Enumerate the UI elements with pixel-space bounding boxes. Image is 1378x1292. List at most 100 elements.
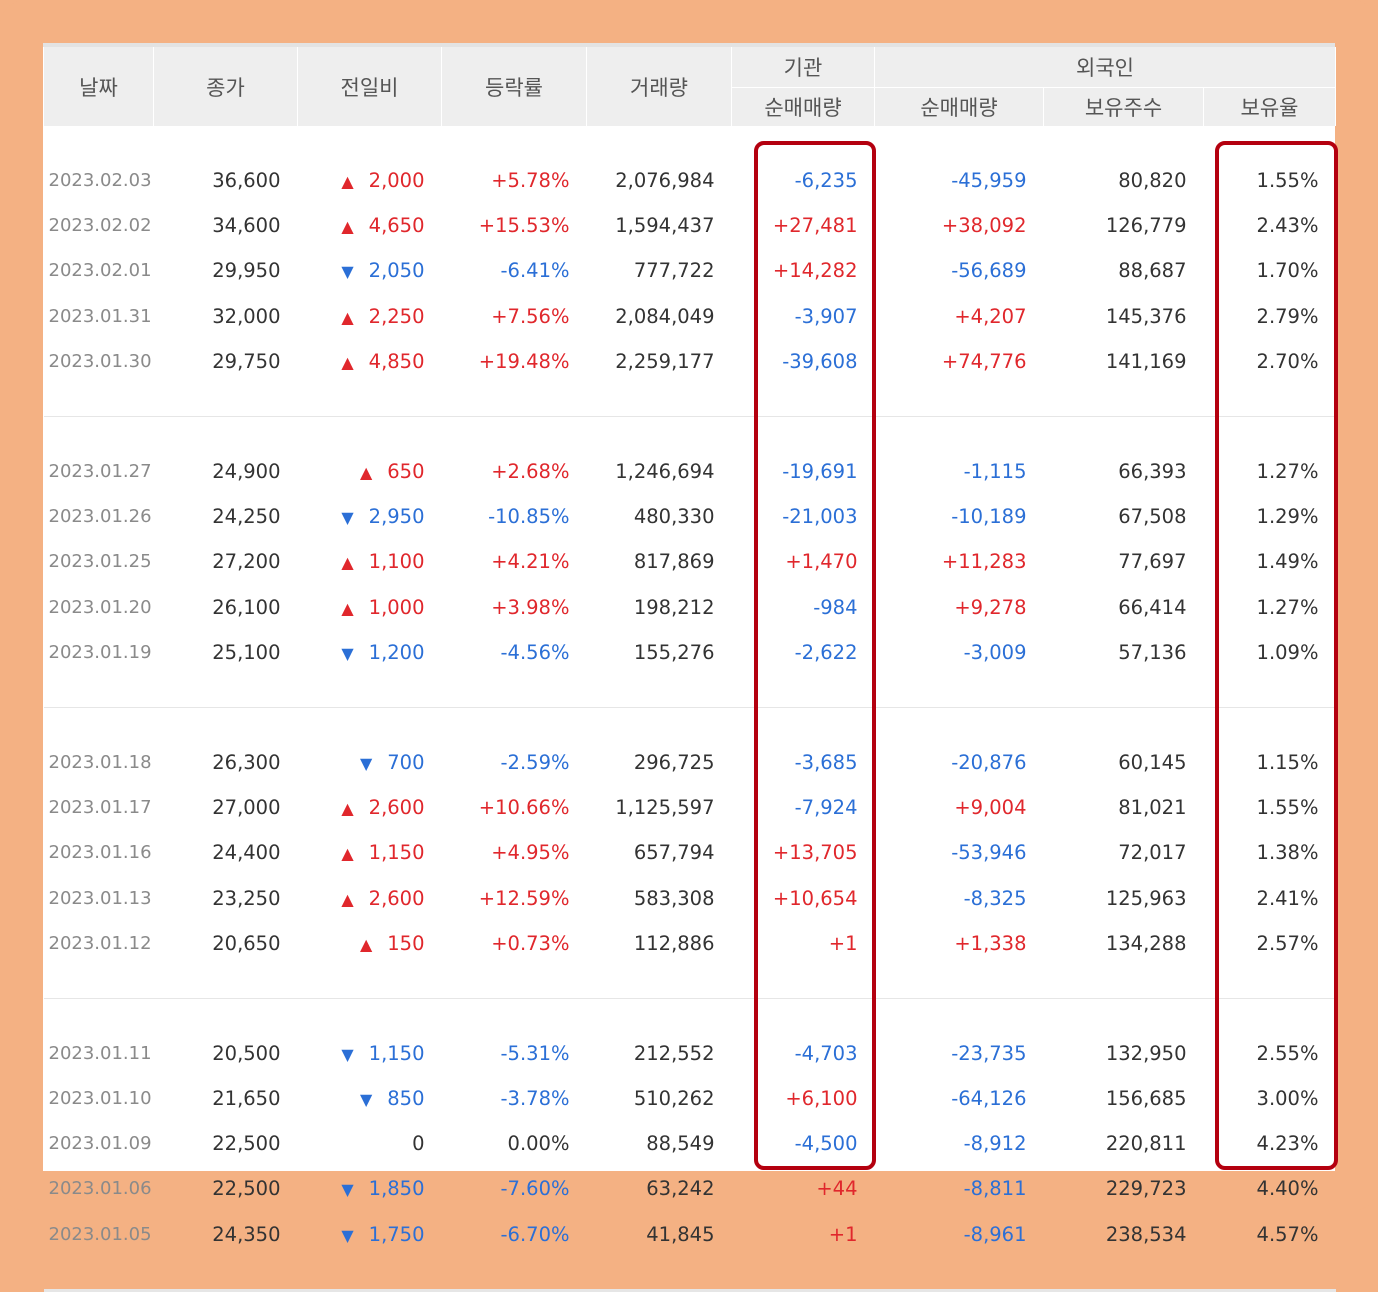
table-row: 2023.01.25 27,200 ▲ 1,100 +4.21% 817,869 +1,47… — [44, 539, 1336, 584]
date-cell: 2023.01.05 — [48, 1223, 152, 1245]
table-row: 2023.02.03 36,600 ▲ 2,000 +5.78% 2,076,984 -6,… — [44, 158, 1336, 203]
down-arrow-icon: ▼ — [341, 1180, 354, 1200]
foreign-net-cell: -8,961 — [963, 1222, 1027, 1246]
table-row: 2023.01.16 24,400 ▲ 1,150 +4.95% 657,794 +13,7… — [44, 830, 1336, 875]
down-arrow-icon: ▼ — [341, 1044, 354, 1064]
foreign-ratio-cell: 2.79% — [1256, 304, 1319, 328]
close-cell: 32,000 — [212, 304, 281, 328]
foreign-net-cell: -53,946 — [951, 841, 1027, 865]
table-row: 2023.01.12 20,650 ▲ 150 +0.73% 112,886 +1 +1,33… — [44, 921, 1336, 966]
date-cell: 2023.01.12 — [48, 932, 152, 954]
foreign-net-cell: +38,092 — [941, 214, 1027, 238]
header-change: 전일비 — [297, 47, 442, 126]
date-cell: 2023.01.16 — [48, 842, 152, 864]
close-cell: 24,350 — [212, 1222, 281, 1246]
rate-cell: -3.78% — [500, 1087, 570, 1111]
volume-cell: 296,725 — [633, 750, 715, 774]
foreign-holdings-cell: 145,376 — [1105, 304, 1187, 328]
volume-cell: 657,794 — [633, 841, 715, 865]
group-divider — [43, 415, 1336, 417]
foreign-ratio-highlight — [1215, 141, 1338, 1170]
foreign-ratio-cell: 2.57% — [1256, 931, 1319, 955]
group-spacer — [44, 1257, 1336, 1289]
close-cell: 20,650 — [212, 931, 281, 955]
change-cell: ▲ 2,250 — [298, 294, 442, 339]
down-arrow-icon: ▼ — [359, 753, 373, 773]
group-divider — [43, 997, 1336, 999]
table-row: 2023.01.13 23,250 ▲ 2,600 +12.59% 583,308 +10,… — [44, 875, 1336, 920]
volume-cell: 88,549 — [646, 1132, 715, 1156]
change-cell: ▼ 2,050 — [298, 248, 442, 293]
change-cell: ▲ 650 — [298, 449, 442, 494]
up-arrow-icon: ▲ — [341, 553, 354, 573]
close-cell: 21,650 — [212, 1087, 281, 1111]
change-cell: ▲ 2,600 — [298, 785, 442, 830]
close-cell: 25,100 — [212, 640, 281, 664]
table-row: 2023.02.01 29,950 ▼ 2,050 -6.41% 777,722 +14,2… — [44, 248, 1336, 293]
volume-cell: 41,845 — [646, 1222, 715, 1246]
volume-cell: 2,259,177 — [615, 349, 715, 373]
date-cell: 2023.01.09 — [48, 1133, 152, 1155]
date-cell: 2023.02.01 — [48, 260, 152, 282]
date-cell: 2023.02.02 — [48, 215, 152, 237]
foreign-holdings-cell: 72,017 — [1118, 841, 1187, 865]
rate-cell: -6.70% — [500, 1222, 570, 1246]
rate-cell: -2.59% — [500, 750, 570, 774]
foreign-holdings-cell: 126,779 — [1105, 214, 1187, 238]
volume-cell: 63,242 — [646, 1177, 715, 1201]
change-cell: ▲ 150 — [298, 921, 442, 966]
header-institution-net: 순매매량 — [731, 87, 875, 126]
up-arrow-icon: ▲ — [341, 307, 354, 327]
date-cell: 2023.01.18 — [48, 751, 152, 773]
change-value: 2,000 — [368, 169, 425, 193]
change-value: 2,950 — [368, 505, 425, 529]
date-cell: 2023.01.11 — [48, 1042, 152, 1064]
table-row: 2023.01.09 22,500 0 0.00% 88,549 -4,500 -8,912… — [44, 1121, 1336, 1166]
close-cell: 27,000 — [212, 796, 281, 820]
foreign-holdings-cell: 238,534 — [1105, 1222, 1187, 1246]
group-spacer — [44, 708, 1336, 740]
change-value: 1,150 — [368, 1041, 425, 1065]
change-value: 4,650 — [368, 214, 425, 238]
foreign-net-cell: +74,776 — [941, 349, 1027, 373]
header-foreign-net: 순매매량 — [874, 87, 1044, 126]
rate-cell: +12.59% — [478, 886, 570, 910]
institution-net-cell: +10,654 — [772, 886, 858, 910]
close-cell: 23,250 — [212, 886, 281, 910]
change-value: 0 — [412, 1132, 425, 1156]
foreign-ratio-cell: 1.70% — [1256, 259, 1319, 283]
rate-cell: +5.78% — [491, 169, 570, 193]
foreign-ratio-cell: 4.57% — [1256, 1222, 1319, 1246]
rate-cell: +3.98% — [491, 595, 570, 619]
volume-cell: 583,308 — [633, 886, 715, 910]
up-arrow-icon: ▲ — [359, 934, 373, 954]
foreign-holdings-cell: 57,136 — [1118, 640, 1187, 664]
rate-cell: -7.60% — [500, 1177, 570, 1201]
daily-trading-table: 날짜 종가 전일비 등락률 거래량 기관 외국인 순매매량 순매매량 보유주수 … — [43, 47, 1336, 1292]
close-cell: 22,500 — [212, 1132, 281, 1156]
rate-cell: +15.53% — [478, 214, 570, 238]
change-value: 2,600 — [368, 886, 425, 910]
change-value: 2,250 — [368, 304, 425, 328]
rate-cell: +4.21% — [491, 550, 570, 574]
down-arrow-icon: ▼ — [359, 1090, 373, 1110]
foreign-holdings-cell: 81,021 — [1118, 796, 1187, 820]
foreign-holdings-cell: 60,145 — [1118, 750, 1187, 774]
foreign-holdings-cell: 156,685 — [1105, 1087, 1187, 1111]
change-cell: ▲ 1,000 — [298, 585, 442, 630]
header-foreign-group: 외국인 — [874, 47, 1336, 88]
table-row: 2023.01.19 25,100 ▼ 1,200 -4.56% 155,276 -2,62… — [44, 630, 1336, 675]
change-value: 150 — [387, 931, 425, 955]
change-cell: ▲ 2,600 — [298, 875, 442, 920]
header-foreign-ratio: 보유율 — [1203, 87, 1336, 126]
foreign-ratio-cell: 2.55% — [1256, 1041, 1319, 1065]
close-cell: 36,600 — [212, 169, 281, 193]
date-cell: 2023.01.31 — [48, 305, 152, 327]
institution-net-cell: +1 — [828, 931, 858, 955]
table-row: 2023.01.20 26,100 ▲ 1,000 +3.98% 198,212 -984 +… — [44, 585, 1336, 630]
down-arrow-icon: ▼ — [341, 262, 354, 282]
down-arrow-icon: ▼ — [341, 643, 354, 663]
institution-net-cell: -7,924 — [794, 796, 858, 820]
volume-cell: 1,125,597 — [615, 796, 715, 820]
institution-net-cell: +1 — [828, 1222, 858, 1246]
